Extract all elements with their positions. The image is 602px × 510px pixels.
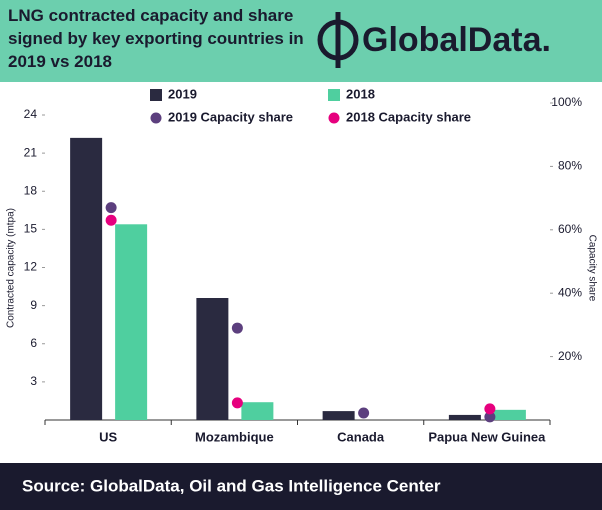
y2-tick-label: 40% <box>558 285 582 299</box>
share-point <box>105 202 117 214</box>
y2-tick-label: 60% <box>558 222 582 236</box>
y-tick-label: 9 <box>30 298 37 312</box>
legend-label: 2018 <box>346 86 375 101</box>
y-tick-label: 21 <box>24 145 38 159</box>
legend-label: 2019 Capacity share <box>168 109 293 124</box>
bar <box>322 411 355 420</box>
x-tick-label: US <box>99 429 117 444</box>
y-tick-label: 18 <box>24 183 38 197</box>
chart-title: LNG contracted capacity and share signed… <box>8 6 304 71</box>
source-text: Source: GlobalData, Oil and Gas Intellig… <box>22 476 441 495</box>
legend-swatch <box>150 112 162 124</box>
y-axis-label: Contracted capacity (mtpa) <box>6 208 17 328</box>
legend-label: 2019 <box>168 86 197 101</box>
share-point <box>358 407 370 419</box>
logo-icon <box>317 12 359 68</box>
y-tick-label: 6 <box>30 336 37 350</box>
y2-tick-label: 20% <box>558 349 582 363</box>
y-tick-label: 15 <box>24 222 38 236</box>
y2-axis-label: Capacity share <box>586 235 597 302</box>
y-tick-label: 12 <box>24 260 38 274</box>
y2-tick-label: 100% <box>551 95 582 109</box>
bar <box>448 414 481 420</box>
footer-band <box>0 463 602 510</box>
legend-label: 2018 Capacity share <box>346 109 471 124</box>
share-point <box>105 214 117 226</box>
bar <box>241 402 274 420</box>
y-tick-label: 3 <box>30 374 37 388</box>
bar <box>115 224 148 420</box>
bar <box>196 298 229 420</box>
y-tick-label: 24 <box>24 107 38 121</box>
legend-swatch <box>150 89 162 101</box>
legend-swatch <box>328 89 340 101</box>
share-point <box>484 403 496 415</box>
x-tick-label: Papua New Guinea <box>428 429 546 444</box>
share-point <box>231 322 243 334</box>
header-band <box>0 0 602 82</box>
x-tick-label: Canada <box>337 429 385 444</box>
share-point <box>484 411 496 423</box>
legend-swatch <box>328 112 340 124</box>
bar <box>493 409 526 420</box>
share-point <box>231 397 243 409</box>
title-box: LNG contracted capacity and share signed… <box>8 6 304 71</box>
logo-text: GlobalData. <box>362 21 551 59</box>
y2-tick-label: 80% <box>558 159 582 173</box>
bar <box>70 137 103 420</box>
x-tick-label: Mozambique <box>195 429 274 444</box>
